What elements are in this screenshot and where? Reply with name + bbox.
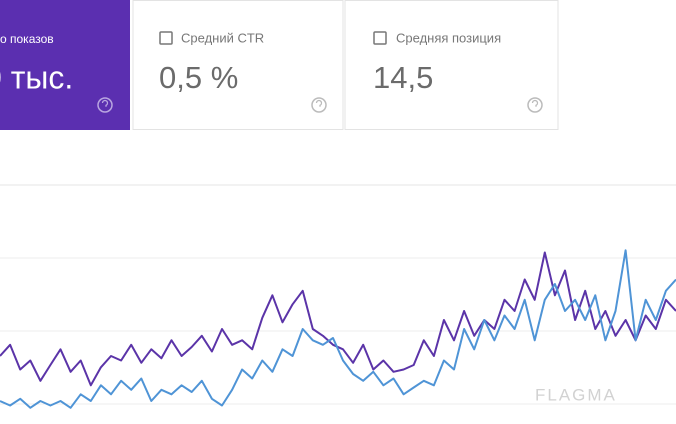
impressions-card[interactable]: [0, 0, 130, 130]
card-label: Средняя позиция: [396, 30, 501, 45]
line-series: [0, 249, 676, 409]
position-card[interactable]: [344, 0, 559, 130]
ctr-card[interactable]: [132, 0, 344, 130]
checkbox[interactable]: [373, 31, 387, 45]
card-label: Средний CTR: [181, 30, 264, 45]
plot: [0, 249, 676, 409]
checkbox[interactable]: [159, 31, 173, 45]
watermark: FLAGMA: [535, 385, 617, 404]
card-value: 14,5: [373, 60, 433, 95]
card-value: 0 тыс.: [0, 59, 73, 95]
card-label: о показов: [0, 32, 54, 46]
help-icon[interactable]: [311, 97, 327, 113]
line-series: [0, 251, 676, 387]
card-value: 0,5 %: [159, 60, 238, 95]
help-icon[interactable]: [527, 97, 543, 113]
help-icon[interactable]: [97, 97, 113, 113]
